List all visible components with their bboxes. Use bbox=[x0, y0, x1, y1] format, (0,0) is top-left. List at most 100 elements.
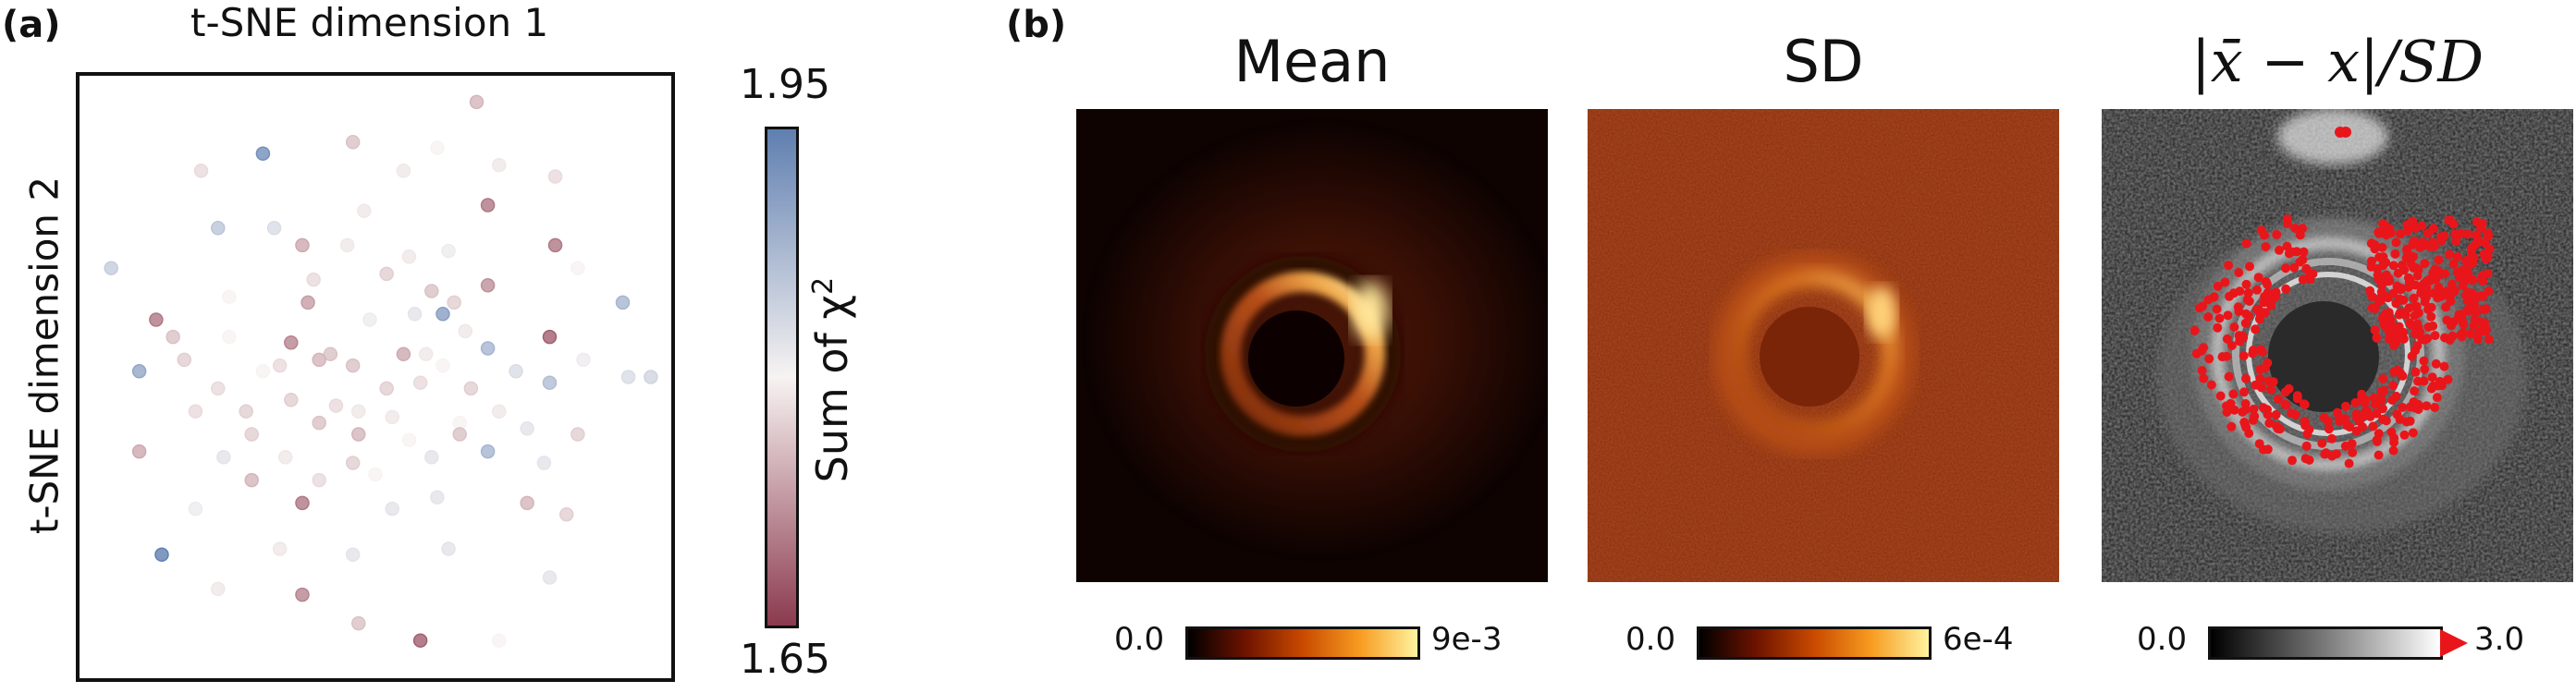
scatter-point bbox=[401, 432, 417, 447]
scatter-point bbox=[357, 203, 372, 218]
residual-colorbar-extend-arrow bbox=[2440, 629, 2468, 657]
scatter-point bbox=[542, 329, 558, 345]
scatter-point bbox=[345, 547, 361, 562]
residual-overlay bbox=[2190, 127, 2495, 468]
scatter-point bbox=[480, 341, 496, 356]
colorbar-max-label: 1.95 bbox=[740, 61, 830, 108]
scatter-point bbox=[368, 467, 383, 482]
scatter-point bbox=[492, 633, 507, 648]
mean-title: Mean bbox=[1233, 28, 1391, 95]
scatter-point bbox=[379, 266, 394, 282]
scatter-point bbox=[284, 335, 299, 350]
scatter-point bbox=[255, 146, 271, 161]
residual-cb-max: 3.0 bbox=[2474, 621, 2525, 658]
scatter-point bbox=[396, 346, 411, 361]
colorbar-title: Sum of χ2 bbox=[806, 276, 858, 483]
scatter-point bbox=[193, 164, 209, 178]
scatter-point bbox=[345, 135, 361, 150]
residual-title: |x̄ − x|/SD bbox=[2190, 28, 2484, 95]
scatter-point bbox=[312, 352, 326, 368]
sd-title: SD bbox=[1783, 28, 1864, 95]
mean-cb-max: 9e-3 bbox=[1431, 621, 1503, 658]
scatter-point bbox=[266, 221, 282, 236]
residual-colorbar bbox=[2208, 626, 2443, 660]
scatter-point bbox=[430, 140, 445, 155]
scatter-point bbox=[188, 404, 203, 419]
scatter-point bbox=[379, 381, 394, 396]
scatter-point bbox=[154, 547, 169, 562]
mean-image bbox=[1076, 109, 1548, 582]
scatter-point bbox=[306, 272, 321, 287]
scatter-point bbox=[239, 404, 253, 419]
scatter-point bbox=[188, 501, 203, 517]
scatter-point bbox=[244, 472, 259, 488]
scatter-point bbox=[385, 409, 399, 425]
scatter-point bbox=[441, 243, 456, 259]
scatter-plot-area bbox=[76, 72, 675, 682]
scatter-point bbox=[149, 312, 164, 327]
scatter-point bbox=[351, 404, 366, 419]
scatter-point bbox=[255, 364, 271, 379]
scatter-point bbox=[463, 381, 479, 396]
sd-colorbar bbox=[1697, 626, 1932, 660]
scatter-point bbox=[407, 307, 423, 322]
scatter-point bbox=[492, 157, 507, 173]
sd-cb-min: 0.0 bbox=[1625, 621, 1676, 658]
colorbar-min-label: 1.65 bbox=[740, 636, 830, 683]
scatter-point bbox=[396, 164, 411, 178]
scatter-point bbox=[615, 295, 631, 310]
scatter-point bbox=[620, 370, 636, 384]
scatter-point bbox=[345, 358, 361, 373]
scatter-point bbox=[362, 312, 377, 327]
scatter-point bbox=[520, 495, 534, 511]
mean-colorbar bbox=[1185, 626, 1420, 660]
scatter-point bbox=[547, 169, 563, 184]
scatter-point bbox=[351, 615, 366, 631]
scatter-point bbox=[412, 375, 428, 390]
scatter-point bbox=[385, 501, 399, 517]
scatter-point bbox=[277, 450, 293, 465]
scatter-point bbox=[272, 541, 288, 556]
scatter-point bbox=[492, 404, 507, 419]
scatter-point bbox=[104, 261, 118, 275]
scatter-point bbox=[272, 358, 288, 373]
sd-cb-max: 6e-4 bbox=[1943, 621, 2014, 658]
scatter-point bbox=[339, 237, 355, 253]
scatter-point bbox=[211, 221, 226, 236]
scatter-point bbox=[447, 295, 461, 310]
scatter-point bbox=[177, 352, 192, 368]
sd-image bbox=[1588, 109, 2059, 582]
mean-cb-min: 0.0 bbox=[1114, 621, 1165, 658]
scatter-point bbox=[412, 633, 428, 648]
scatter-point bbox=[435, 358, 450, 373]
panel-b-label: (b) bbox=[1006, 4, 1067, 46]
scatter-point bbox=[570, 261, 585, 275]
scatter-point bbox=[131, 444, 147, 459]
scatter-point bbox=[222, 289, 237, 304]
y-axis-label: t-SNE dimension 2 bbox=[21, 176, 67, 535]
scatter-point bbox=[480, 278, 496, 293]
scatter-point bbox=[418, 346, 434, 361]
scatter-point bbox=[480, 444, 496, 459]
scatter-point bbox=[328, 398, 344, 413]
scatter-point bbox=[480, 198, 496, 213]
scatter-point bbox=[295, 495, 310, 511]
scatter-point bbox=[312, 415, 326, 431]
scatter-point bbox=[301, 295, 315, 310]
residual-image bbox=[2102, 109, 2573, 582]
scatter-point bbox=[323, 346, 338, 361]
scatter-point bbox=[542, 570, 558, 585]
scatter-point bbox=[131, 364, 147, 379]
x-axis-label: t-SNE dimension 1 bbox=[190, 0, 549, 45]
scatter-point bbox=[345, 456, 361, 470]
scatter-point bbox=[520, 421, 534, 436]
scatter-svg bbox=[104, 94, 658, 648]
panel-a-label: (a) bbox=[2, 4, 61, 46]
scatter-point bbox=[570, 427, 585, 442]
scatter-point bbox=[295, 587, 310, 602]
scatter-point bbox=[558, 507, 574, 522]
scatter-point bbox=[312, 472, 326, 488]
scatter-point bbox=[469, 94, 485, 110]
scatter-point bbox=[166, 329, 180, 345]
scatter-point bbox=[351, 427, 366, 442]
